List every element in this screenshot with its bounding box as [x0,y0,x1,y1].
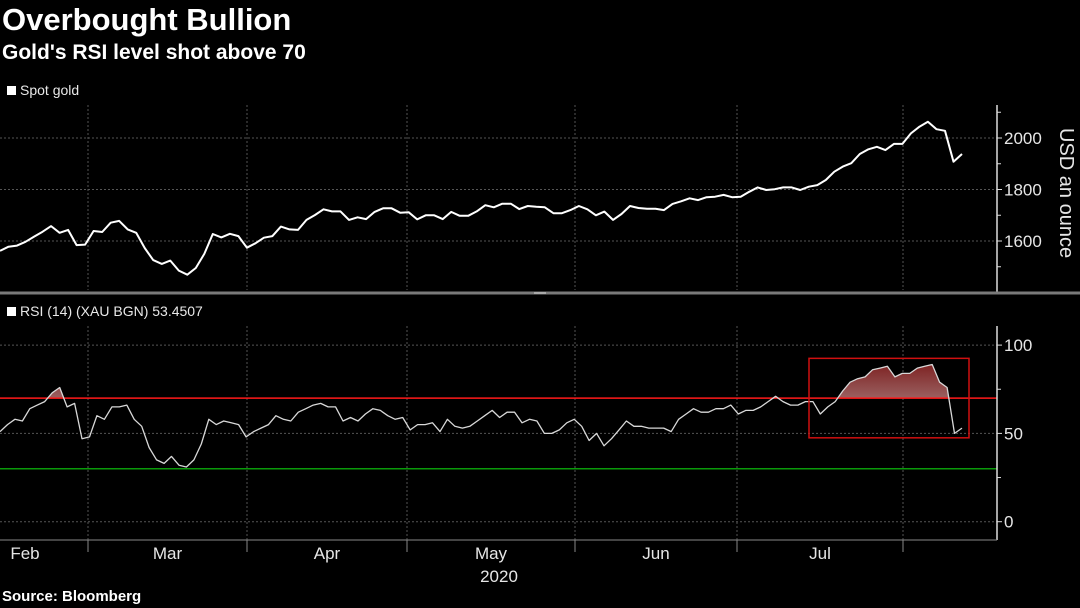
y-axis-label: USD an ounce [1055,128,1077,258]
y-tick-label: 50 [1004,424,1023,443]
chart-subtitle: Gold's RSI level shot above 70 [2,41,306,64]
legend-swatch-icon [7,85,16,95]
x-axis-year-label: 2020 [480,567,518,586]
x-tick-label-feb: Feb [10,544,39,563]
legend-swatch-icon [7,306,16,316]
y-tick-label: 100 [1004,336,1032,355]
spot-gold-line [0,120,963,276]
legend-label: RSI (14) (XAU BGN) 53.4507 [20,303,203,319]
x-tick-label-jun: Jun [642,544,669,563]
y-tick-label: 0 [1004,513,1013,532]
grid [0,105,997,540]
legend-rsi: RSI (14) (XAU BGN) 53.4507 [7,303,203,319]
x-tick-label-mar: Mar [153,544,183,563]
legend-spot-gold: Spot gold [7,82,79,98]
legend-label: Spot gold [20,82,80,98]
x-tick-label-may: May [475,544,508,563]
y-tick-label: 1600 [1004,232,1042,251]
overbought-highlight-box [808,357,970,439]
chart-marks [0,120,997,470]
source-note: Source: Bloomberg [2,588,142,605]
x-tick-label-jul: Jul [809,544,831,563]
y-tick-label: 1800 [1004,181,1042,200]
axes: 1600 1800 2000 0 50 100 Feb Mar Apr May Jun Jul [0,105,1080,563]
divider-handle-icon [534,292,546,294]
y-tick-label: 2000 [1004,129,1042,148]
x-tick-label-apr: Apr [314,544,341,563]
overbought-area-fill [0,364,962,399]
rsi-line [0,363,963,468]
chart-title: Overbought Bullion [2,2,292,37]
